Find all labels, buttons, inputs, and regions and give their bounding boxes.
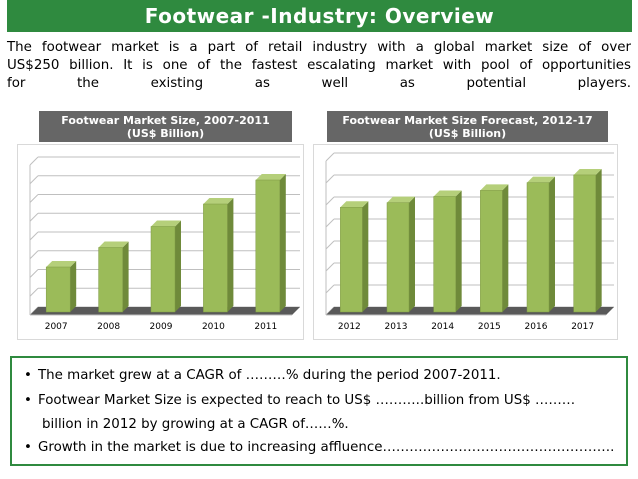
bullet-3: • Growth in the market is due to increasi…	[24, 440, 614, 455]
chart2-header: Footwear Market Size Forecast, 2012-17 (…	[327, 111, 608, 142]
bar-side	[175, 220, 181, 312]
bar-top	[387, 196, 415, 203]
intro-word: as	[399, 76, 415, 91]
bullet-2: • Footwear Market Size is expected to rea…	[24, 393, 575, 408]
grid-diag	[325, 152, 335, 162]
x-tick-label: 2013	[385, 322, 408, 332]
grid-diag	[29, 231, 39, 241]
bar-side	[455, 190, 462, 312]
intro-word: the	[77, 76, 99, 91]
bullet-2-continued: billion in 2012 by growing at a CAGR of……	[42, 417, 349, 432]
bullet-box: • The market grew at a CAGR of ………% durin…	[10, 356, 628, 466]
chart1-panel: 2007 2008 2009 2010 2011	[17, 144, 304, 340]
bullet-1-text: The market grew at a CAGR of ………% during…	[38, 368, 501, 383]
bar-side	[502, 184, 509, 312]
bullet-dot: •	[24, 440, 32, 455]
bar-2016	[526, 182, 550, 313]
intro-word: well	[321, 76, 349, 91]
grid-diag	[29, 175, 39, 185]
grid-diag	[325, 284, 335, 294]
page-title: Footwear -Industry: Overview	[7, 0, 632, 32]
x-tick-label: 2017	[571, 322, 594, 332]
x-tick-label: 2010	[202, 322, 225, 332]
x-tick-label: 2012	[338, 322, 361, 332]
bar-2007	[45, 266, 71, 313]
x-tick-label: 2016	[525, 322, 548, 332]
bar-top	[433, 190, 462, 197]
bullet-dot: •	[24, 393, 32, 408]
x-tick-label: 2014	[431, 322, 454, 332]
intro-word: for	[7, 76, 26, 91]
bar-side	[122, 241, 129, 312]
intro-word: players.	[577, 76, 631, 91]
chart2-panel: 2012 2013 2014 2015 2016 2017	[313, 144, 618, 340]
bar-top	[573, 168, 602, 175]
bar-2012	[340, 207, 363, 313]
x-tick-label: 2011	[254, 322, 277, 332]
bullet-2-text: Footwear Market Size is expected to reac…	[38, 393, 576, 408]
bar-top	[203, 198, 234, 204]
grid-diag	[29, 156, 39, 166]
bar-top	[98, 241, 129, 248]
bar-top	[255, 174, 286, 180]
bar-2013	[386, 202, 410, 313]
bar-side	[362, 201, 369, 312]
bar-side	[549, 176, 555, 312]
chart2-subtitle: (US$ Billion)	[428, 126, 507, 140]
chart2-title: Footwear Market Size Forecast, 2012-17	[342, 113, 593, 127]
bullet-dot: •	[24, 368, 32, 383]
bar-top	[151, 220, 181, 227]
chart1-title: Footwear Market Size, 2007-2011	[61, 113, 270, 127]
intro-line-1: The footwear market is a part of retail …	[7, 40, 631, 55]
bar-side	[595, 168, 602, 312]
bar-2011	[255, 179, 281, 313]
grid-diag	[325, 262, 335, 272]
bar-side	[409, 196, 415, 312]
chart1-header: Footwear Market Size, 2007-2011 (US$ Bil…	[39, 111, 292, 142]
bar-top	[527, 176, 555, 183]
bar-top	[340, 201, 369, 208]
grid-diag	[29, 250, 39, 260]
chart1-subtitle: (US$ Billion)	[126, 126, 205, 140]
chart-floor	[326, 307, 614, 315]
grid-diag	[29, 212, 39, 222]
bar-2014	[433, 196, 456, 313]
grid-diag	[29, 287, 39, 297]
bar-side	[279, 174, 286, 312]
grid-diag	[325, 174, 335, 184]
bar-top	[46, 261, 77, 267]
bar-2009	[150, 226, 176, 313]
bullet-1: • The market grew at a CAGR of ………% durin…	[24, 368, 501, 383]
chart2-svg: 2012 2013 2014 2015 2016 2017	[325, 152, 614, 332]
grid-diag	[325, 240, 335, 250]
x-tick-label: 2008	[97, 322, 120, 332]
grid-diag	[325, 218, 335, 228]
bar-2010	[203, 203, 228, 313]
intro-word: as	[254, 76, 270, 91]
intro-line-2: US$250 billion. It is one of the fastest…	[7, 58, 631, 73]
x-tick-label: 2007	[45, 322, 68, 332]
bar-2017	[573, 174, 596, 313]
chart1-svg: 2007 2008 2009 2010 2011	[29, 156, 300, 332]
bar-side	[227, 198, 234, 312]
bullet-3-text: Growth in the market is due to increasin…	[38, 440, 615, 455]
grid-diag	[29, 194, 39, 203]
bar-2008	[98, 247, 123, 313]
x-tick-label: 2009	[150, 322, 173, 332]
bar-top	[480, 184, 509, 191]
grid-diag	[325, 196, 335, 206]
intro-word: potential	[466, 76, 527, 91]
x-tick-label: 2015	[478, 322, 501, 332]
intro-line-3: for the existing as well as potential players.	[7, 75, 631, 93]
bar-2015	[480, 190, 503, 313]
grid-diag	[29, 269, 39, 278]
intro-word: existing	[150, 76, 204, 91]
bar-side	[70, 261, 77, 312]
